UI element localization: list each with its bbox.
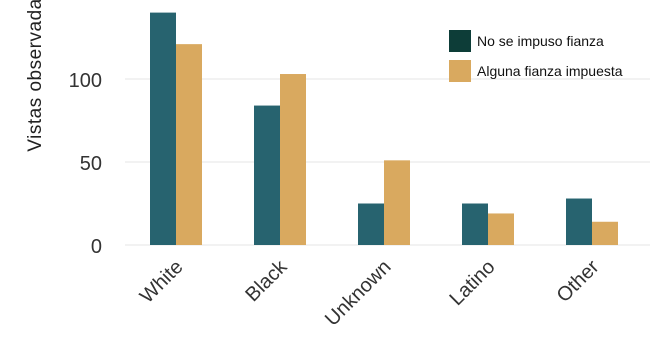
x-tick-label-white: White xyxy=(136,256,188,308)
legend-swatch-no-bail xyxy=(449,30,471,52)
bar-other-series-0 xyxy=(566,198,592,245)
legend-swatch-some-bail xyxy=(449,60,471,82)
bar-latino-series-0 xyxy=(462,203,488,245)
legend-item-no-bail: No se impuso fianza xyxy=(449,26,623,56)
x-tick-label-latino: Latino xyxy=(445,256,499,310)
legend-label-some-bail: Alguna fianza impuesta xyxy=(477,63,623,79)
x-tick-label-black: Black xyxy=(241,255,292,306)
bar-unknown-series-0 xyxy=(358,203,384,245)
legend-label-no-bail: No se impuso fianza xyxy=(477,33,604,49)
bar-black-series-1 xyxy=(280,74,306,246)
y-tick-label-50: 50 xyxy=(80,153,102,175)
bar-black-series-0 xyxy=(254,105,280,245)
bar-white-series-0 xyxy=(150,12,176,245)
x-tick-label-unknown: Unknown xyxy=(321,256,396,331)
bar-white-series-1 xyxy=(176,44,202,245)
y-tick-label-0: 0 xyxy=(91,236,102,258)
x-tick-label-other: Other xyxy=(553,256,604,307)
bar-unknown-series-1 xyxy=(384,160,410,245)
bar-other-series-1 xyxy=(592,221,618,245)
y-tick-label-100: 100 xyxy=(69,70,102,92)
y-axis-label: Vistas observadas xyxy=(25,0,46,152)
legend: No se impuso fianza Alguna fianza impues… xyxy=(449,26,623,86)
bar-latino-series-1 xyxy=(488,213,514,245)
legend-item-some-bail: Alguna fianza impuesta xyxy=(449,56,623,86)
